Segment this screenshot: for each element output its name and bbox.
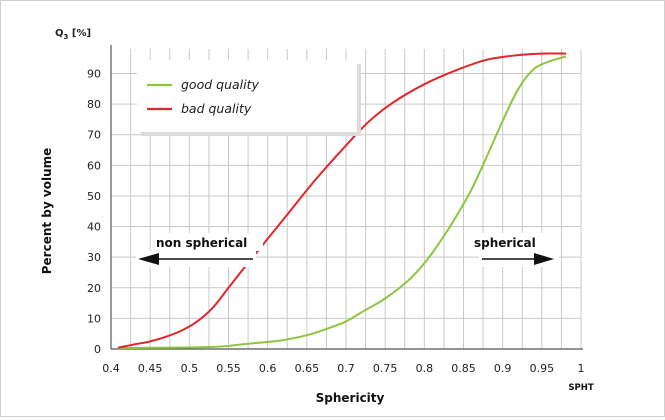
x-axis-unit: SPHT xyxy=(568,383,593,393)
y-axis-top-label-sub: 3 xyxy=(64,33,69,41)
x-axis-label: Sphericity xyxy=(316,391,385,405)
x-tick-label: 0.95 xyxy=(530,362,555,375)
x-tick-label: 0.7 xyxy=(337,362,355,375)
annotation-spherical-arrowhead xyxy=(534,253,554,265)
annotation-non-spherical-label: non spherical xyxy=(156,236,247,250)
y-axis-top-label-main: Q xyxy=(55,28,64,39)
y-tick-label: 30 xyxy=(87,251,101,264)
y-axis-label: Percent by volume xyxy=(40,148,54,275)
annotation-spherical: spherical xyxy=(471,233,559,267)
y-tick-label: 10 xyxy=(87,312,101,325)
y-tick-label: 20 xyxy=(87,282,101,295)
y-tick-label: 50 xyxy=(87,190,101,203)
series-lines xyxy=(117,52,567,350)
x-tick-label: 0.65 xyxy=(295,362,320,375)
x-tick-label: 0.45 xyxy=(138,362,163,375)
annotation-spherical-label: spherical xyxy=(474,236,536,250)
legend-label-good-quality: good quality xyxy=(181,77,260,92)
x-tick-label: 0.8 xyxy=(416,362,434,375)
x-tick-label: 0.9 xyxy=(494,362,512,375)
y-tick-label: 90 xyxy=(87,67,101,80)
axes xyxy=(110,45,583,350)
y-tick-label: 0 xyxy=(94,343,101,356)
x-tick-label: 1 xyxy=(578,362,585,375)
y-tick-label: 40 xyxy=(87,221,101,234)
y-tick-label: 80 xyxy=(87,98,101,111)
y-tick-labels: 0 10 20 30 40 50 60 70 80 90 xyxy=(87,67,101,356)
x-tick-label: 0.6 xyxy=(259,362,277,375)
x-tick-label: 0.4 xyxy=(102,362,120,375)
series-line-good-quality xyxy=(117,55,567,350)
legend-box xyxy=(137,60,357,132)
annotation-non-spherical-arrowhead xyxy=(138,253,159,265)
x-tick-label: 0.5 xyxy=(181,362,199,375)
legend: good quality bad quality xyxy=(137,60,361,136)
y-axis-top-label: Q3 [%] xyxy=(55,28,91,41)
annotation-non-spherical: non spherical xyxy=(136,233,263,267)
y-tick-label: 60 xyxy=(87,159,101,172)
x-tick-labels: 0.4 0.45 0.5 0.55 0.6 0.65 0.7 0.75 0.8 0.85 0.9 0.… xyxy=(102,362,584,375)
annotation-non-spherical-bg xyxy=(153,233,263,251)
y-axis-top-label-unit: [%] xyxy=(68,28,91,39)
x-tick-label: 0.55 xyxy=(216,362,241,375)
annotation-spherical-bg xyxy=(471,233,553,251)
x-tick-label: 0.85 xyxy=(451,362,476,375)
x-tick-label: 0.75 xyxy=(373,362,398,375)
series-line-bad-quality xyxy=(117,52,567,349)
y-tick-label: 70 xyxy=(87,129,101,142)
legend-label-bad-quality: bad quality xyxy=(181,101,252,116)
